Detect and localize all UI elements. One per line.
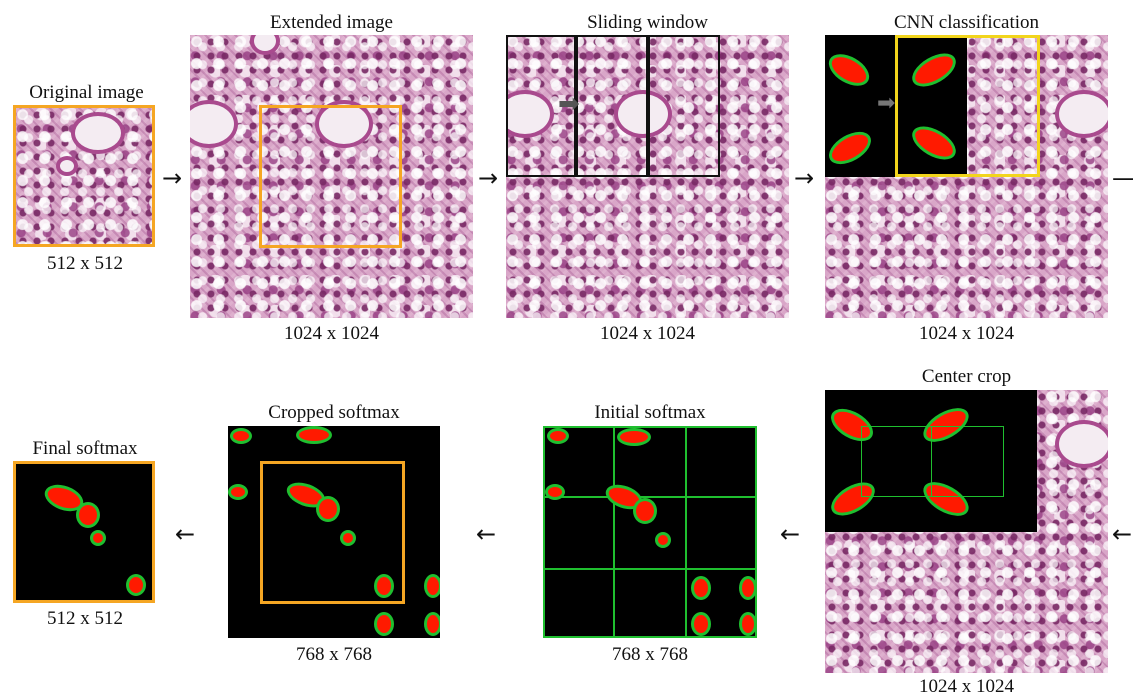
glomerulus-shape xyxy=(190,100,238,148)
softmax-blob xyxy=(126,574,146,596)
softmax-blob xyxy=(374,574,394,598)
cnn-classification-tile: ➡ xyxy=(825,35,1108,318)
final-softmax-tile xyxy=(13,461,155,603)
glomerulus-shape xyxy=(1055,420,1108,468)
right-arrow-icon: → xyxy=(478,164,499,192)
softmax-blob xyxy=(90,530,106,546)
glomerulus-shape xyxy=(1055,90,1108,138)
cnn-classification-size: 1024 x 1024 xyxy=(919,323,1014,344)
original-image-tile xyxy=(13,105,155,247)
center-grid-box xyxy=(861,426,1004,497)
initial-softmax-title: Initial softmax xyxy=(594,402,706,423)
current-window-box xyxy=(895,35,1040,177)
cropped-softmax-tile xyxy=(228,426,440,638)
original-image-size: 512 x 512 xyxy=(47,253,123,274)
softmax-blob xyxy=(691,576,711,600)
center-region-box xyxy=(259,105,402,248)
softmax-blob xyxy=(424,574,440,598)
grid-line xyxy=(545,568,755,570)
left-arrow-icon: ← xyxy=(1112,520,1133,548)
softmax-blob xyxy=(340,530,356,546)
softmax-blob xyxy=(228,484,248,500)
left-arrow-icon: ← xyxy=(175,520,196,548)
sliding-window-title: Sliding window xyxy=(587,12,708,33)
extended-image-size: 1024 x 1024 xyxy=(284,323,379,344)
cropped-softmax-size: 768 x 768 xyxy=(296,644,372,665)
right-arrow-icon: → xyxy=(794,164,815,192)
glomerulus-shape xyxy=(506,90,554,138)
softmax-blob xyxy=(296,426,332,444)
crop-region-box xyxy=(260,461,405,604)
window-frame xyxy=(576,35,648,177)
softmax-blob xyxy=(424,612,440,636)
softmax-blob xyxy=(739,612,755,636)
softmax-blob xyxy=(230,428,252,444)
softmax-blob xyxy=(655,532,671,548)
grid-line xyxy=(613,428,615,636)
softmax-blob xyxy=(316,496,340,522)
grid-line xyxy=(545,496,755,498)
extended-image-tile xyxy=(190,35,473,318)
sliding-window-tile: ➡ xyxy=(506,35,789,318)
glomerulus-shape xyxy=(71,112,125,154)
grid-line xyxy=(685,428,687,636)
softmax-blob xyxy=(617,428,651,446)
window-frame xyxy=(648,35,720,177)
glomerulus-shape xyxy=(614,90,672,138)
original-image-title: Original image xyxy=(29,82,144,103)
center-crop-tile xyxy=(825,390,1108,673)
right-arrow-icon: → xyxy=(162,164,183,192)
softmax-blob xyxy=(739,576,755,600)
initial-softmax-tile xyxy=(543,426,757,638)
final-softmax-title: Final softmax xyxy=(32,438,138,459)
grid-line xyxy=(931,426,932,497)
left-arrow-icon: ← xyxy=(476,520,497,548)
softmax-blob xyxy=(76,502,100,528)
cnn-classification-title: CNN classification xyxy=(893,12,1040,33)
extended-image-title: Extended image xyxy=(270,12,393,33)
softmax-blob xyxy=(545,484,565,500)
center-crop-title: Center crop xyxy=(921,366,1012,387)
slide-direction-arrow-icon: ➡ xyxy=(877,91,896,116)
softmax-blob xyxy=(691,612,711,636)
glomerulus-shape xyxy=(56,156,78,176)
slide-direction-arrow-icon: ➡ xyxy=(558,89,580,119)
window-frame xyxy=(506,35,576,177)
glomerulus-shape xyxy=(250,35,280,55)
final-softmax-size: 512 x 512 xyxy=(47,608,123,629)
continue-dash-icon: — xyxy=(1112,166,1133,190)
softmax-blob xyxy=(374,612,394,636)
center-crop-size: 1024 x 1024 xyxy=(919,676,1014,697)
softmax-blob xyxy=(633,498,657,524)
left-arrow-icon: ← xyxy=(780,520,801,548)
cropped-softmax-title: Cropped softmax xyxy=(268,402,400,423)
glomerulus-shape xyxy=(315,100,373,148)
softmax-blob xyxy=(547,428,569,444)
initial-softmax-size: 768 x 768 xyxy=(612,644,688,665)
sliding-window-size: 1024 x 1024 xyxy=(600,323,695,344)
